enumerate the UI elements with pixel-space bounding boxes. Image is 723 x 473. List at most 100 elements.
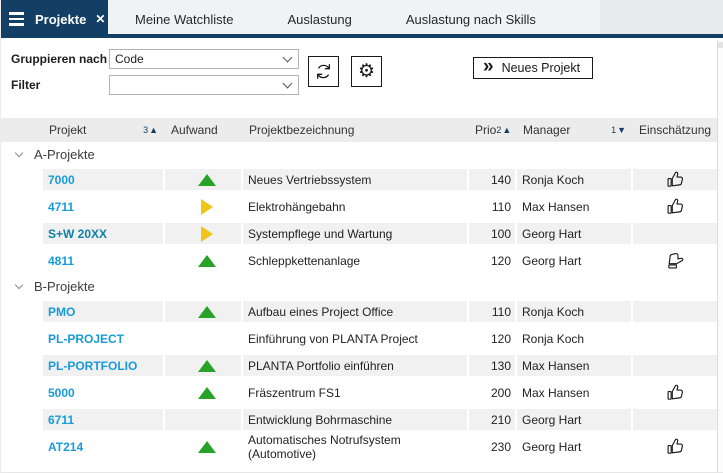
column-header-projekt[interactable]: Projekt 3▲ <box>43 118 163 142</box>
sort-indicator[interactable]: 3▲ <box>143 125 159 135</box>
aufwand-cell <box>165 355 241 376</box>
project-id-link[interactable]: 6711 <box>48 412 75 427</box>
row-indent-cell <box>1 301 41 322</box>
prio-value: 230 <box>490 439 511 454</box>
group-label: A-Projekte <box>34 146 95 162</box>
column-header-aufwand[interactable]: Aufwand <box>165 118 241 142</box>
project-name-cell: Aufbau eines Project Office <box>243 301 467 322</box>
einschaetzung-cell <box>633 250 717 271</box>
prio-cell: 110 <box>469 301 515 322</box>
group-by-label: Gruppieren nach <box>11 52 108 66</box>
einschaetzung-cell <box>633 382 717 403</box>
prio-value: 200 <box>490 385 511 400</box>
project-id-link[interactable]: PMO <box>48 304 76 319</box>
group-header-row[interactable]: B-Projekte <box>1 274 723 298</box>
project-id-link[interactable]: 4811 <box>48 253 75 268</box>
tab-label: Auslastung nach Skills <box>405 11 536 27</box>
row-indent-cell <box>1 250 41 271</box>
manager-cell: Georg Hart <box>517 436 631 457</box>
project-id-link[interactable]: AT214 <box>48 439 84 454</box>
table-row[interactable]: 7000 Neues Vertriebssystem 140 Ronja Koch <box>1 166 717 193</box>
group-by-select[interactable]: Code <box>109 49 299 69</box>
prio-value: 120 <box>490 253 511 268</box>
group-label: B-Projekte <box>34 278 95 294</box>
row-indent-cell <box>1 355 41 376</box>
manager-name: Max Hansen <box>522 199 590 214</box>
column-header-prio[interactable]: Prio 2▲ <box>469 118 515 142</box>
close-icon[interactable]: ✕ <box>95 12 106 26</box>
row-indent-cell <box>1 223 41 244</box>
manager-name: Max Hansen <box>522 385 590 400</box>
group-header-row[interactable]: A-Projekte <box>1 142 723 166</box>
group-by-value: Code <box>115 52 144 66</box>
project-name: Schleppkettenanlage <box>248 253 361 268</box>
column-header-label: Einschätzung <box>639 123 712 137</box>
prio-value: 210 <box>490 412 511 427</box>
einschaetzung-cell <box>633 409 717 430</box>
chevron-down-icon <box>282 52 293 63</box>
vertical-scrollbar[interactable] <box>717 40 723 472</box>
projects-table: Projekt 3▲ Aufwand Projektbezeichnung Prio 2▲… <box>1 118 723 461</box>
tab-meine-watchliste[interactable]: Meine Watchliste <box>108 0 261 38</box>
project-id-link[interactable]: S+W 20XX <box>48 226 108 241</box>
chevron-down-icon <box>14 148 24 157</box>
project-id-link[interactable]: PL-PORTFOLIO <box>48 358 138 373</box>
menu-icon[interactable] <box>7 10 26 27</box>
prio-cell: 120 <box>469 328 515 349</box>
new-project-button[interactable]: » Neues Projekt <box>473 57 594 79</box>
column-header-einschtzung[interactable]: Einschätzung <box>633 118 717 142</box>
table-row[interactable]: AT214 Automatisches Notrufsystem (Automot… <box>1 433 717 461</box>
table-row[interactable]: S+W 20XX Systempflege und Wartung 100 Georg… <box>1 220 717 247</box>
table-body: A-Projekte 7000 Neues Vertriebssystem 140 Ro… <box>1 142 723 461</box>
tab-auslastung-nach-skills[interactable]: Auslastung nach Skills <box>379 0 563 38</box>
project-id-link[interactable]: 7000 <box>48 172 75 187</box>
project-name-cell: Einführung von PLANTA Project <box>243 328 467 349</box>
table-row[interactable]: PL-PORTFOLIO PLANTA Portfolio einführen 13… <box>1 352 717 379</box>
table-row[interactable]: PMO Aufbau eines Project Office 110 Ronja K… <box>1 298 717 325</box>
project-id-link[interactable]: PL-PROJECT <box>48 331 125 346</box>
project-name: Automatisches Notrufsystem (Automotive) <box>248 432 401 461</box>
manager-cell: Ronja Koch <box>517 169 631 190</box>
column-header-label: Aufwand <box>171 123 218 137</box>
sort-indicator[interactable]: 2▲ <box>496 125 513 135</box>
project-name-cell: Neues Vertriebssystem <box>243 169 467 190</box>
table-header: Projekt 3▲ Aufwand Projektbezeichnung Prio 2▲… <box>1 118 717 142</box>
einschaetzung-cell <box>633 328 717 349</box>
project-name-cell: Fräszentrum FS1 <box>243 382 467 403</box>
prio-cell: 120 <box>469 250 515 271</box>
row-indent-cell <box>1 328 41 349</box>
column-header-projektbezeichnung[interactable]: Projektbezeichnung <box>243 118 467 142</box>
tabbar-underline <box>1 34 723 38</box>
manager-cell: Max Hansen <box>517 196 631 217</box>
sort-indicator[interactable]: 1▼ <box>611 125 627 135</box>
table-row[interactable]: 4811 Schleppkettenanlage 120 Georg Hart <box>1 247 717 274</box>
settings-button[interactable]: ⚙ <box>351 56 382 87</box>
trend-up-icon <box>198 305 216 318</box>
einschaetzung-cell <box>633 169 717 190</box>
project-id-cell: 5000 <box>43 382 163 403</box>
project-name: Elektrohängebahn <box>248 199 346 214</box>
thumb-up-icon <box>666 170 685 189</box>
column-header-manager[interactable]: Manager 1▼ <box>517 118 631 142</box>
table-row[interactable]: PL-PROJECT Einführung von PLANTA Project 1… <box>1 325 717 352</box>
tab-projekte[interactable]: Projekte ✕ <box>1 0 108 38</box>
tab-label: Auslastung <box>287 11 352 27</box>
filter-select[interactable] <box>109 75 299 95</box>
refresh-button[interactable] <box>308 56 339 87</box>
project-id-link[interactable]: 4711 <box>48 199 75 214</box>
project-name: PLANTA Portfolio einführen <box>248 358 394 373</box>
project-name-cell: Automatisches Notrufsystem (Automotive) <box>243 433 467 461</box>
tab-auslastung[interactable]: Auslastung <box>261 0 379 38</box>
refresh-icon <box>313 61 334 82</box>
prio-value: 110 <box>491 199 511 214</box>
tab-label: Meine Watchliste <box>135 11 234 27</box>
prio-value: 100 <box>490 226 511 241</box>
tab-bar: Projekte ✕ Meine Watchliste Auslastung A… <box>1 0 723 38</box>
row-indent-cell <box>1 409 41 430</box>
prio-cell: 200 <box>469 382 515 403</box>
table-row[interactable]: 5000 Fräszentrum FS1 200 Max Hansen <box>1 379 717 406</box>
project-id-link[interactable]: 5000 <box>48 385 75 400</box>
table-row[interactable]: 6711 Entwicklung Bohrmaschine 210 Georg Har… <box>1 406 717 433</box>
aufwand-cell <box>165 436 241 457</box>
table-row[interactable]: 4711 Elektrohängebahn 110 Max Hansen <box>1 193 717 220</box>
